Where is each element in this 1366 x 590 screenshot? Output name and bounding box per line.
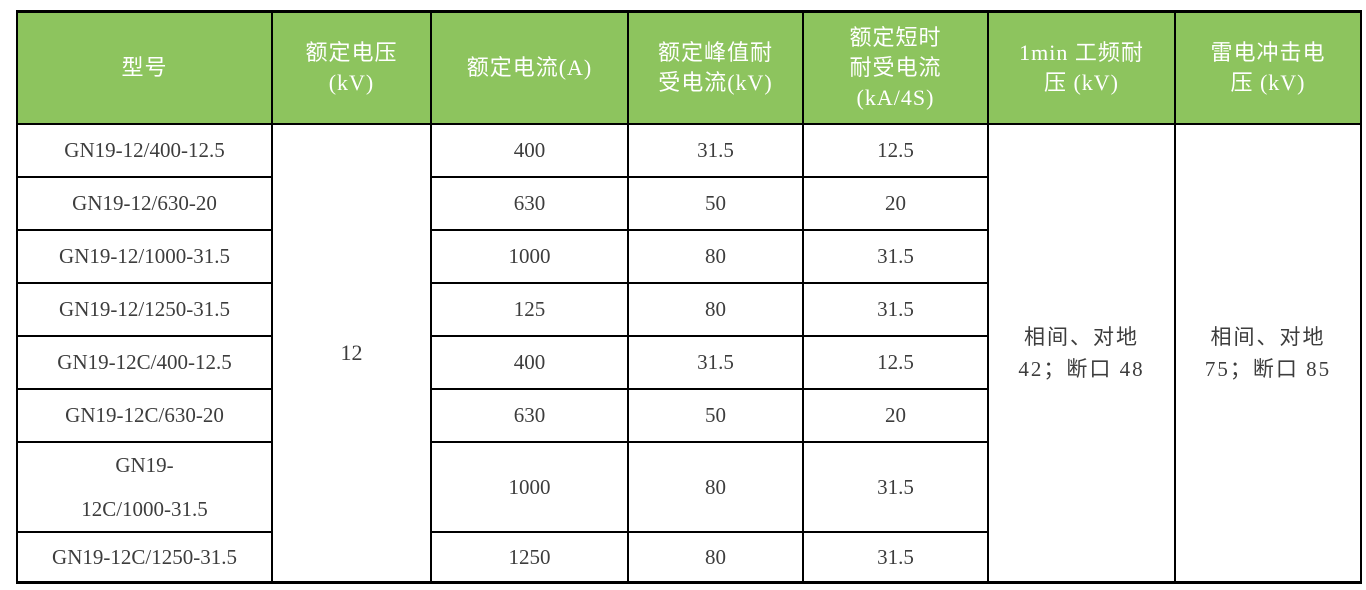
peak-withstand-cell: 80 (627, 530, 804, 584)
model-cell: GN19-12/400-12.5 (16, 122, 273, 178)
short-time-withstand-cell: 12.5 (802, 122, 989, 178)
model-cell: GN19-12C/400-12.5 (16, 334, 273, 390)
model-cell: GN19-12/1000-31.5 (16, 228, 273, 284)
rated-current-cell: 125 (430, 281, 629, 337)
peak-withstand-cell: 50 (627, 387, 804, 443)
table-row: GN19-12C/630-20 630 50 20 (16, 387, 1361, 443)
short-time-withstand-cell: 20 (802, 387, 989, 443)
peak-withstand-cell: 80 (627, 228, 804, 284)
short-time-withstand-cell: 20 (802, 175, 989, 231)
header-power-frequency-withstand: 1min 工频耐 压 (kV) (987, 10, 1176, 125)
table-row: GN19-12C/1250-31.5 1250 80 31.5 (16, 530, 1361, 584)
short-time-withstand-cell: 31.5 (802, 530, 989, 584)
header-rated-voltage: 额定电压 (kV) (271, 10, 432, 125)
peak-withstand-cell: 50 (627, 175, 804, 231)
table-row: GN19-12/1000-31.5 1000 80 31.5 (16, 228, 1361, 284)
model-cell: GN19-12C/630-20 (16, 387, 273, 443)
rated-current-cell: 1250 (430, 530, 629, 584)
table-row: GN19-12C/400-12.5 400 31.5 12.5 (16, 334, 1361, 390)
model-cell: GN19-12/630-20 (16, 175, 273, 231)
spec-table: 型号 额定电压 (kV) 额定电流(A) 额定峰值耐 受电流(kV) 额定短时 … (16, 10, 1362, 584)
rated-current-cell: 1000 (430, 228, 629, 284)
lightning-impulse-merged-cell: 相间、对地 75；断口 85 (1174, 122, 1362, 584)
power-frequency-withstand-merged-cell: 相间、对地 42；断口 48 (987, 122, 1176, 584)
rated-current-cell: 630 (430, 387, 629, 443)
rated-current-cell: 400 (430, 122, 629, 178)
short-time-withstand-cell: 12.5 (802, 334, 989, 390)
table-row: GN19-12/630-20 630 50 20 (16, 175, 1361, 231)
header-model: 型号 (16, 10, 273, 125)
peak-withstand-cell: 80 (627, 281, 804, 337)
rated-voltage-merged-cell: 12 (271, 122, 432, 584)
model-cell: GN19-12C/1250-31.5 (16, 530, 273, 584)
model-cell: GN19-12/1250-31.5 (16, 281, 273, 337)
header-rated-current: 额定电流(A) (430, 10, 629, 125)
short-time-withstand-cell: 31.5 (802, 440, 989, 533)
header-lightning-impulse: 雷电冲击电 压 (kV) (1174, 10, 1362, 125)
peak-withstand-cell: 31.5 (627, 334, 804, 390)
short-time-withstand-cell: 31.5 (802, 228, 989, 284)
short-time-withstand-cell: 31.5 (802, 281, 989, 337)
header-short-time-withstand-current: 额定短时 耐受电流 (kA/4S) (802, 10, 989, 125)
model-cell: GN19- 12C/1000-31.5 (16, 440, 273, 533)
header-peak-withstand-current: 额定峰值耐 受电流(kV) (627, 10, 804, 125)
table-row: GN19-12/400-12.5 12 400 31.5 12.5 相间、对地 … (16, 122, 1362, 584)
table-row: GN19-12/1250-31.5 125 80 31.5 (16, 281, 1361, 337)
rated-current-cell: 630 (430, 175, 629, 231)
rated-current-cell: 1000 (430, 440, 629, 533)
rated-current-cell: 400 (430, 334, 629, 390)
peak-withstand-cell: 80 (627, 440, 804, 533)
peak-withstand-cell: 31.5 (627, 122, 804, 178)
header-row: 型号 额定电压 (kV) 额定电流(A) 额定峰值耐 受电流(kV) 额定短时 … (16, 10, 1362, 125)
table-row: GN19- 12C/1000-31.5 1000 80 31.5 (16, 440, 1361, 533)
